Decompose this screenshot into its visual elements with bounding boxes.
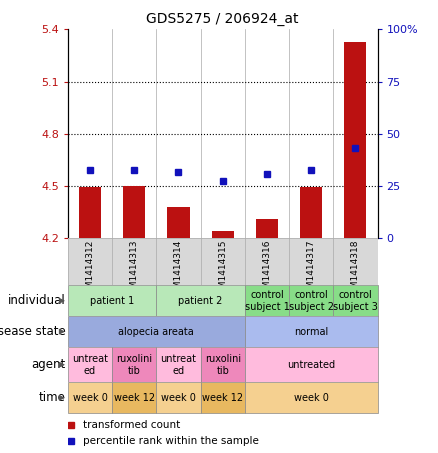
Bar (156, 285, 245, 316)
Text: untreat
ed: untreat ed (160, 354, 197, 376)
Bar (79, 188, 101, 238)
Bar (112, 382, 156, 413)
Bar (68, 316, 245, 347)
Bar (333, 285, 378, 316)
Text: GSM1414315: GSM1414315 (218, 239, 227, 300)
Bar (289, 285, 333, 316)
Text: control
subject 1: control subject 1 (244, 290, 290, 312)
Text: ruxolini
tib: ruxolini tib (116, 354, 152, 376)
Text: normal: normal (294, 327, 328, 337)
Text: agent: agent (32, 358, 66, 371)
Bar (68, 347, 112, 382)
Text: transformed count: transformed count (83, 420, 180, 430)
Bar (156, 347, 201, 382)
Bar (245, 347, 378, 382)
Bar (300, 188, 322, 238)
Text: GSM1414316: GSM1414316 (262, 239, 272, 300)
Text: GSM1414312: GSM1414312 (85, 239, 95, 299)
Bar (256, 219, 278, 238)
Text: ruxolini
tib: ruxolini tib (205, 354, 241, 376)
Text: alopecia areata: alopecia areata (119, 327, 194, 337)
Bar (156, 382, 201, 413)
Bar (68, 285, 156, 316)
Bar (245, 382, 378, 413)
Bar (201, 347, 245, 382)
Text: time: time (39, 391, 66, 405)
Bar (68, 382, 112, 413)
Text: week 12: week 12 (202, 393, 243, 403)
Bar (245, 285, 289, 316)
Bar (212, 231, 234, 238)
Text: week 0: week 0 (73, 393, 107, 403)
Text: GSM1414314: GSM1414314 (174, 239, 183, 299)
Bar (344, 42, 367, 238)
Text: disease state: disease state (0, 325, 66, 338)
Bar (201, 382, 245, 413)
Text: week 0: week 0 (294, 393, 328, 403)
Text: GSM1414317: GSM1414317 (307, 239, 316, 300)
Text: percentile rank within the sample: percentile rank within the sample (83, 436, 259, 446)
Text: untreat
ed: untreat ed (72, 354, 108, 376)
Bar (245, 316, 378, 347)
Text: untreated: untreated (287, 360, 335, 370)
Text: patient 1: patient 1 (90, 296, 134, 306)
Text: control
subject 3: control subject 3 (333, 290, 378, 312)
Text: individual: individual (8, 294, 66, 307)
Text: patient 2: patient 2 (178, 296, 223, 306)
Text: GSM1414313: GSM1414313 (130, 239, 139, 300)
Bar (123, 186, 145, 238)
Text: control
subject 2: control subject 2 (289, 290, 334, 312)
Text: week 0: week 0 (161, 393, 196, 403)
Title: GDS5275 / 206924_at: GDS5275 / 206924_at (146, 12, 299, 26)
Text: GSM1414318: GSM1414318 (351, 239, 360, 300)
Bar (112, 347, 156, 382)
Bar (167, 207, 190, 238)
Text: week 12: week 12 (114, 393, 155, 403)
